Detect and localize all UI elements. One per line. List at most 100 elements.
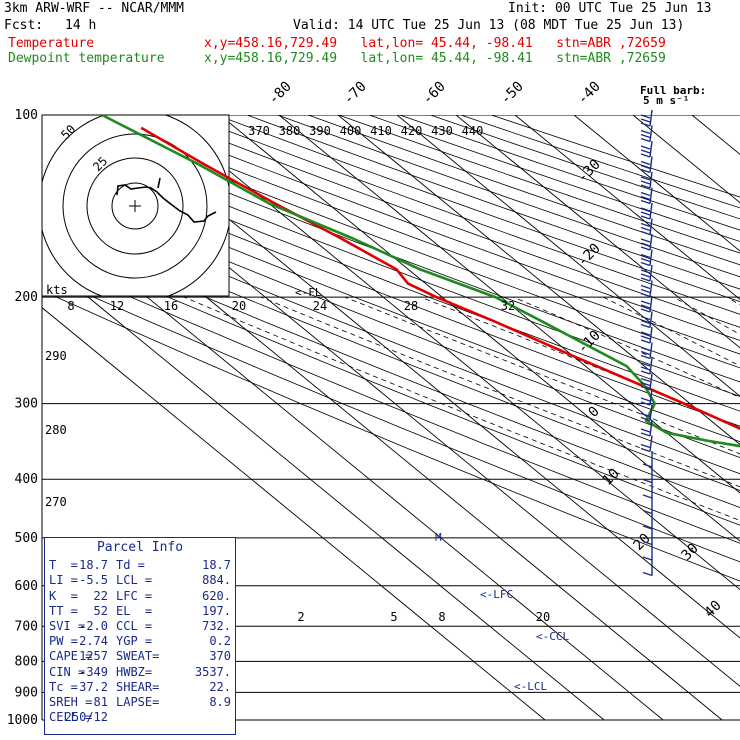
wind-barb-flag [640, 180, 651, 185]
dry-adiabat [42, 257, 740, 544]
theta-left-label: 270 [45, 495, 67, 509]
mixing-ratio-label: 20 [536, 610, 550, 624]
wind-barb-flag [640, 397, 651, 402]
wind-barb [640, 280, 653, 298]
parcel-row: CAPE = 1257 SWEAT= 370 [45, 649, 235, 664]
parcel-param-label: PW = [49, 634, 78, 649]
wind-barb-flag [640, 253, 651, 259]
isotherm-label: -30 [575, 157, 604, 186]
mixing-ratio-label: 32 [501, 299, 515, 313]
wind-barb-flag [640, 346, 651, 352]
wind-barb-flag [640, 114, 651, 119]
init-time: Init: 00 UTC Tue 25 Jun 13 [508, 1, 712, 16]
moist-adiabat [344, 296, 740, 455]
pressure-tick-label: 400 [15, 472, 38, 487]
temperature-profile [140, 126, 740, 430]
isotherm-label: 20 [631, 531, 654, 554]
wind-barb-flag [640, 319, 651, 325]
parcel-row: SVI = -2.0 CCL = 732. [45, 619, 235, 634]
wind-barb-flag [640, 257, 651, 263]
mixing-ratio-label: 28 [404, 299, 418, 313]
wind-barb-staff [649, 435, 653, 452]
parcel-row: TT = 52 EL = 197. [45, 604, 235, 619]
parcel-row: T = 18.7 Td = 18.7 [45, 558, 235, 573]
wind-barb [642, 451, 653, 468]
wind-barb-flag [640, 308, 651, 313]
wind-barb-flag [640, 323, 651, 329]
dewpoint-profile [101, 115, 740, 448]
dry-adiabat [42, 156, 740, 427]
wind-barb [640, 171, 653, 189]
wind-barb [640, 156, 653, 174]
wind-barb-flag [640, 335, 651, 340]
dry-adiabat [399, 115, 740, 231]
wind-barb [640, 187, 653, 205]
parcel-param-value: 0.2 [209, 634, 231, 649]
moist-adiabat [183, 296, 740, 521]
moist-adiabat [420, 296, 740, 428]
wind-barb-flag [642, 478, 653, 484]
mixing-ratio-label: 16 [164, 299, 178, 313]
parcel-param-value: -349 [79, 664, 108, 679]
wind-barb-flag [640, 381, 651, 387]
theta-label: 400 [340, 124, 362, 138]
level-marker: M [435, 531, 442, 544]
temperature-legend-label: Temperature [8, 36, 95, 51]
isotherm-label: -20 [575, 241, 604, 270]
isotherm-label: -60 [420, 79, 449, 108]
wind-barb [642, 559, 653, 577]
isotherm [573, 115, 740, 252]
wind-barb [640, 435, 653, 453]
wind-barb-flag [640, 191, 651, 197]
model-title: 3km ARW-WRF -- NCAR/MMM [4, 1, 185, 16]
parcel-param-label: EL = [116, 603, 153, 618]
parcel-param-value: 18.7 [202, 558, 231, 573]
wind-barb-flag [640, 447, 651, 453]
theta-label: 390 [309, 124, 331, 138]
parcel-row: LI = -5.5 LCL = 884. [45, 573, 235, 588]
dewpoint-legend-info: x,y=458.16,729.49 lat,lon= 45.44, -98.41… [204, 51, 666, 66]
wind-barb-flag [640, 199, 651, 205]
wind-barb-staff [649, 419, 653, 437]
parcel-param-label: TT = [49, 603, 78, 618]
level-marker: <-LFC [480, 588, 513, 601]
wind-barb-flag [640, 362, 651, 367]
forecast-label: Fcst: [4, 18, 44, 33]
temperature-legend-info: x,y=458.16,729.49 lat,lon= 45.44, -98.41… [204, 36, 666, 51]
wind-barb-flag [640, 153, 651, 158]
parcel-row: PW = 2.74 YGP = 0.2 [45, 634, 235, 649]
wind-barb-staff [649, 342, 653, 359]
parcel-row: CIN = -349 HWBZ= 3537. [45, 665, 235, 680]
parcel-param-label: Td = [116, 558, 145, 573]
mixing-ratio-label: 8 [67, 299, 74, 313]
wind-barb-flag [640, 366, 651, 371]
wind-barb-staff [649, 388, 653, 406]
hodograph-trace [157, 177, 161, 189]
isotherm-label: -50 [498, 79, 527, 108]
parcel-param-value: 620. [202, 588, 231, 603]
wind-barb-staff [649, 249, 653, 266]
wind-barb-flag [640, 246, 651, 251]
hodograph-ring [111, 182, 159, 230]
wind-barb [640, 311, 653, 329]
wind-barb-flag [640, 354, 651, 360]
wind-barb [642, 513, 653, 530]
wind-barb-staff [649, 280, 653, 297]
wind-barb-staff [649, 218, 653, 235]
wind-barb-staff [649, 171, 653, 189]
isotherm-label: -70 [341, 79, 370, 108]
dry-adiabat [42, 290, 740, 582]
theta-label: 370 [248, 124, 270, 138]
parcel-param-value: 37.2 [79, 679, 108, 694]
pressure-tick-label: 700 [15, 619, 38, 634]
wind-barb [640, 326, 653, 344]
mixing-ratio-label: 20 [232, 299, 246, 313]
hodograph-units: kts [46, 283, 68, 297]
theta-label: 420 [401, 124, 423, 138]
level-marker: <-LCL [514, 680, 547, 693]
dry-adiabat [42, 227, 740, 508]
isotherm-label: 10 [600, 466, 623, 489]
parcel-param-label: LFC = [116, 588, 153, 603]
parcel-param-label: SHEAR= [116, 679, 160, 694]
wind-barb-flag [642, 463, 653, 468]
